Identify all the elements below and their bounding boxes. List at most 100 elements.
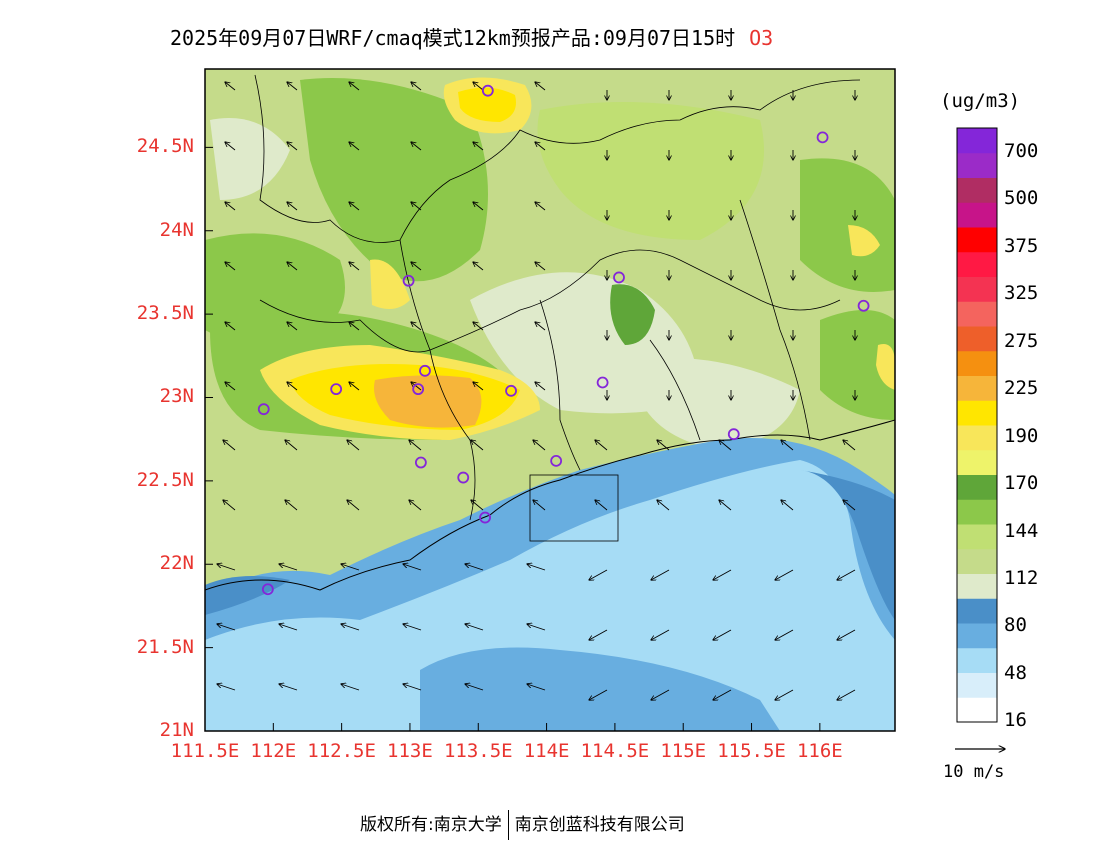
o3-north-inner bbox=[458, 87, 516, 122]
monitoring-station bbox=[550, 454, 563, 467]
wind-arrow bbox=[225, 142, 236, 151]
lon-tick-label: 111.5E bbox=[170, 740, 240, 762]
colorbar-swatch bbox=[957, 128, 997, 154]
colorbar-swatch bbox=[957, 202, 997, 228]
colorbar-level-label: 275 bbox=[1004, 329, 1039, 352]
wind-arrow bbox=[403, 624, 422, 631]
wind-arrow bbox=[411, 142, 422, 151]
wind-arrow bbox=[471, 500, 484, 511]
colorbar-swatch bbox=[957, 474, 997, 500]
colorbar-swatch bbox=[957, 276, 997, 302]
colorbar-level-label: 16 bbox=[1004, 709, 1027, 732]
monitoring-station bbox=[613, 271, 625, 284]
monitoring-station bbox=[857, 299, 870, 312]
wind-arrow bbox=[473, 142, 484, 151]
wind-arrow bbox=[287, 82, 298, 91]
ocean-band-south bbox=[420, 647, 780, 731]
coastline bbox=[205, 419, 895, 591]
green-zone-north bbox=[300, 78, 488, 282]
colorbar-swatch bbox=[957, 697, 997, 723]
colorbar-level-label: 80 bbox=[1004, 614, 1027, 637]
wind-arrow bbox=[843, 500, 856, 511]
wind-arrow bbox=[287, 382, 298, 391]
green-zone-center bbox=[610, 284, 655, 345]
wind-arrow bbox=[713, 569, 732, 580]
wind-arrow bbox=[347, 500, 360, 511]
colorbar-level-label: 48 bbox=[1004, 661, 1027, 684]
colorbar-swatch bbox=[957, 524, 997, 550]
ocean-deep-west bbox=[205, 576, 290, 615]
wind-arrow bbox=[473, 382, 484, 391]
monitoring-station bbox=[402, 274, 415, 287]
colorbar-level-label: 325 bbox=[1004, 282, 1039, 305]
wind-arrow bbox=[287, 202, 298, 211]
colorbar bbox=[956, 127, 998, 723]
wind-arrow bbox=[349, 382, 360, 391]
lat-tick-label: 23.5N bbox=[136, 302, 194, 325]
wind-arrow bbox=[473, 322, 484, 331]
plot-frame bbox=[204, 68, 896, 732]
wind-arrow bbox=[657, 440, 670, 451]
wind-arrow bbox=[409, 440, 422, 451]
wind-arrow bbox=[349, 142, 360, 151]
wind-arrow bbox=[527, 624, 546, 631]
colorbar-level-label: 144 bbox=[1004, 519, 1039, 542]
land-light-patch-3 bbox=[640, 358, 800, 450]
wind-arrow bbox=[341, 624, 360, 631]
monitoring-station bbox=[727, 428, 740, 441]
colorbar-swatch bbox=[957, 499, 997, 525]
wind-arrow bbox=[533, 440, 546, 451]
wind-arrow bbox=[349, 202, 360, 211]
wind-arrow bbox=[657, 500, 670, 511]
monitoring-station bbox=[816, 131, 829, 144]
land-light-patch-2 bbox=[210, 118, 290, 200]
wind-arrow bbox=[225, 82, 236, 91]
colorbar-swatch bbox=[957, 301, 997, 327]
wind-arrow bbox=[279, 684, 298, 691]
wind-arrow bbox=[217, 624, 236, 631]
wind-arrow bbox=[217, 564, 236, 571]
wind-arrow bbox=[837, 689, 856, 700]
wind-arrow bbox=[285, 440, 298, 451]
copyright-text: 版权所有:南京大学 bbox=[360, 815, 502, 835]
monitoring-station bbox=[505, 384, 517, 397]
lon-tick-label: 112.5E bbox=[307, 740, 376, 762]
wind-arrow bbox=[533, 500, 546, 511]
wind-arrow bbox=[713, 689, 732, 700]
wind-arrow bbox=[465, 624, 484, 631]
colorbar-level-label: 375 bbox=[1004, 234, 1039, 257]
monitoring-station bbox=[457, 471, 470, 484]
monitoring-station bbox=[414, 456, 427, 469]
wind-arrow bbox=[225, 382, 236, 391]
wind-arrow bbox=[535, 382, 546, 391]
lon-tick-label: 115E bbox=[660, 740, 707, 762]
title-text: 2025年09月07日WRF/cmaq模式12km预报产品:09月07日15时 bbox=[170, 26, 736, 50]
units-label: (ug/m3) bbox=[940, 90, 1021, 112]
colorbar-swatch bbox=[957, 177, 997, 203]
wind-arrow bbox=[837, 629, 856, 640]
river-boundary bbox=[399, 239, 476, 521]
o3-225-zone bbox=[374, 375, 482, 428]
wind-arrow bbox=[409, 500, 422, 511]
wind-arrow bbox=[465, 684, 484, 691]
wind-arrow bbox=[651, 569, 670, 580]
wind-arrow bbox=[837, 569, 856, 580]
o3-east-spot bbox=[848, 225, 880, 257]
chart-title: 2025年09月07日WRF/cmaq模式12km预报产品:09月07日15时 O… bbox=[170, 22, 773, 51]
wind-arrow bbox=[223, 440, 236, 451]
wind-arrow bbox=[473, 262, 484, 271]
wind-arrow bbox=[465, 564, 484, 571]
concentration-field bbox=[205, 69, 895, 731]
wind-arrow bbox=[285, 500, 298, 511]
lon-tick-label: 115.5E bbox=[717, 740, 786, 762]
colorbar-swatch bbox=[957, 152, 997, 178]
wind-arrow bbox=[411, 82, 422, 91]
boundary-4 bbox=[739, 199, 811, 441]
wind-vectors bbox=[217, 82, 855, 700]
colorbar-swatch bbox=[957, 251, 997, 277]
wind-arrow bbox=[535, 82, 546, 91]
lon-tick-label: 114.5E bbox=[580, 740, 650, 762]
wind-arrow bbox=[719, 500, 732, 511]
wind-arrow bbox=[473, 202, 484, 211]
axis-ticks bbox=[204, 146, 821, 732]
